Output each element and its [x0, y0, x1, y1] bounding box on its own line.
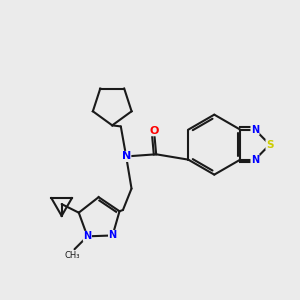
Text: CH₃: CH₃	[64, 251, 80, 260]
Text: S: S	[266, 140, 274, 150]
Text: N: N	[251, 154, 259, 165]
Text: N: N	[109, 230, 117, 241]
Text: N: N	[122, 152, 131, 161]
Text: N: N	[83, 231, 92, 241]
Text: O: O	[149, 126, 159, 136]
Text: N: N	[251, 124, 259, 135]
